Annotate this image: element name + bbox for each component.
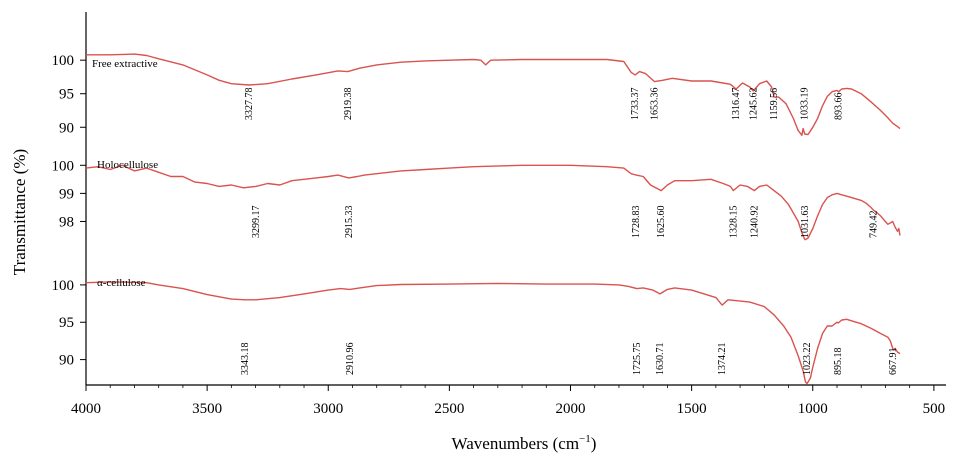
peak-label: 1023.22	[802, 343, 813, 376]
y-tick-label: 98	[59, 214, 74, 230]
y-tick-label: 100	[52, 278, 75, 294]
spectra-panels: 100 95 90 Free extractive 3327.78 2919.38 1733…	[52, 53, 901, 385]
series-label: Free extractive	[92, 58, 158, 70]
peak-label: 1328.15	[728, 206, 739, 239]
panel-2: 100 95 90 α-cellulose 3343.18 2910.96 1725.75 1…	[52, 277, 901, 385]
x-tick-label: 4000	[71, 401, 101, 417]
y-axis-title: Transmittance (%)	[10, 149, 29, 275]
peak-label: 1625.60	[656, 206, 667, 239]
peak-label: 893.66	[834, 93, 845, 121]
y-tick-label: 90	[59, 353, 74, 369]
peak-label: 1653.36	[649, 88, 660, 121]
peak-label: 1728.83	[631, 206, 642, 239]
y-tick-label: 95	[59, 87, 74, 103]
peak-label: 1316.47	[731, 88, 742, 121]
x-tick-label: 2500	[434, 401, 464, 417]
panel-1: 100 99 98 Holocellulose 3299.17 2915.33 1728.8…	[52, 158, 901, 241]
y-tick-label: 100	[52, 53, 75, 69]
axes: 4000 3500 3000 2500 2000 1500 1000 500	[71, 12, 946, 417]
x-tick-label: 3500	[192, 401, 222, 417]
spectrum-line	[85, 164, 901, 241]
peak-label: 749.42	[868, 211, 879, 239]
peak-label: 2910.96	[345, 343, 356, 376]
peak-label: 1033.19	[800, 88, 811, 121]
panel-0: 100 95 90 Free extractive 3327.78 2919.38 1733…	[52, 53, 901, 136]
peak-label: 667.91	[888, 348, 899, 376]
peak-label: 895.18	[833, 348, 844, 376]
peak-label: 3343.18	[240, 343, 251, 376]
x-tick-label: 1500	[677, 401, 707, 417]
spectrum-line	[85, 281, 901, 385]
peak-label: 1245.62	[748, 88, 759, 121]
x-axis-title: Wavenumbers (cm−1)	[452, 433, 597, 453]
y-tick-label: 95	[59, 315, 74, 331]
y-tick-label: 100	[52, 158, 75, 174]
x-tick-label: 2000	[556, 401, 586, 417]
y-tick-label: 90	[59, 120, 74, 136]
peak-label: 1374.21	[717, 343, 728, 376]
peak-label: 3299.17	[251, 206, 262, 239]
peak-label: 1031.63	[800, 206, 811, 239]
series-label: α-cellulose	[97, 277, 146, 289]
peak-label: 1630.71	[655, 343, 666, 376]
x-tick-label: 3000	[313, 401, 343, 417]
peak-label: 1240.92	[749, 206, 760, 239]
y-tick-label: 99	[59, 186, 74, 202]
series-label: Holocellulose	[97, 159, 158, 171]
peak-label: 1159.56	[769, 88, 780, 120]
spectrum-line	[86, 53, 901, 136]
peak-label: 3327.78	[244, 88, 255, 121]
x-tick-label: 500	[923, 401, 946, 417]
peak-label: 1733.37	[630, 88, 641, 121]
peak-label: 1725.75	[632, 343, 643, 376]
peak-label: 2915.33	[344, 206, 355, 239]
peak-label: 2919.38	[343, 88, 354, 121]
x-tick-label: 1000	[798, 401, 828, 417]
